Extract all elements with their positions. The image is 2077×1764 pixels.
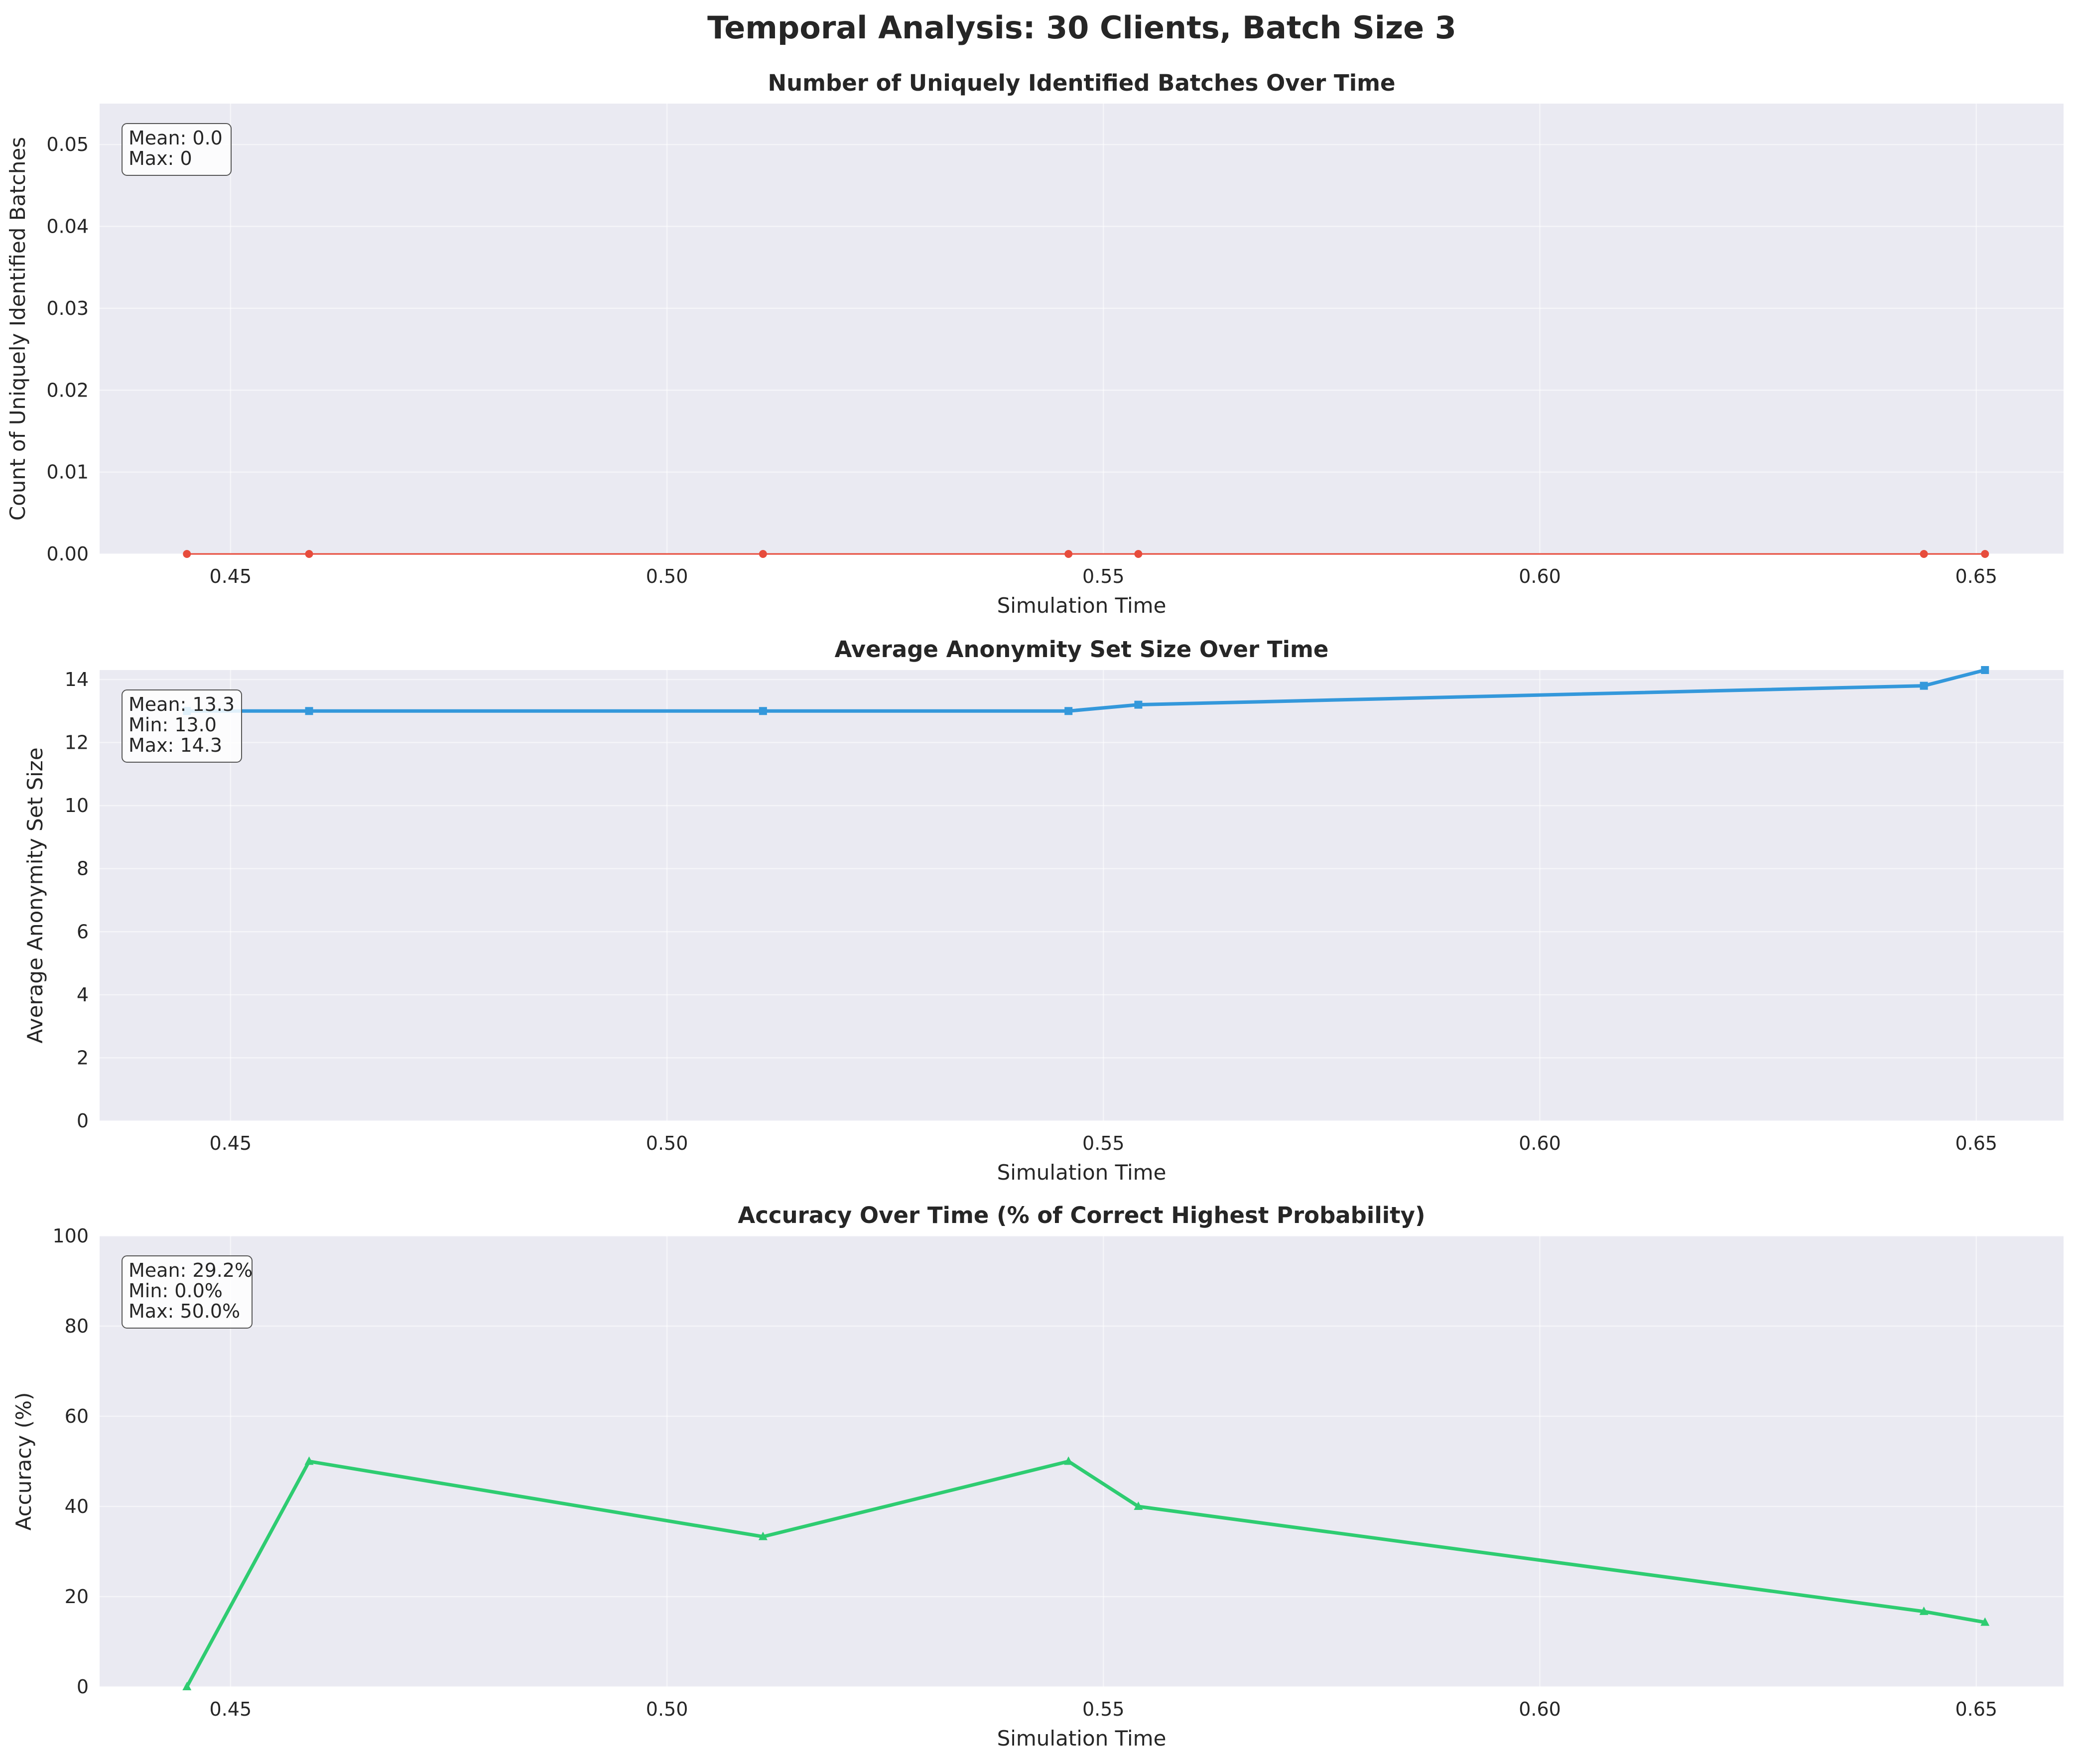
y-tick-label: 0.03 xyxy=(46,297,89,319)
x-tick-label: 0.50 xyxy=(646,1698,688,1720)
x-tick-label: 0.65 xyxy=(1955,1698,1997,1720)
stats-line: Min: 13.0 xyxy=(129,714,217,736)
y-tick-label: 0.01 xyxy=(46,461,89,483)
data-point xyxy=(182,1682,192,1690)
y-tick-label: 80 xyxy=(65,1315,89,1337)
y-axis-label: Accuracy (%) xyxy=(11,1392,36,1531)
y-tick-label: 40 xyxy=(65,1495,89,1517)
y-tick-label: 2 xyxy=(77,1047,89,1069)
data-point xyxy=(1980,1617,1990,1626)
x-tick-label: 0.65 xyxy=(1955,565,1997,587)
y-axis-label: Average Anonymity Set Size xyxy=(23,747,47,1043)
x-tick-label: 0.55 xyxy=(1082,1698,1125,1720)
data-point xyxy=(1134,1501,1143,1510)
panel-title: Accuracy Over Time (% of Correct Highest… xyxy=(738,1202,1425,1228)
y-tick-label: 6 xyxy=(77,921,89,943)
y-tick-label: 20 xyxy=(65,1586,89,1608)
x-tick-label: 0.45 xyxy=(210,1132,252,1154)
plot-area xyxy=(100,670,2064,1121)
data-point xyxy=(759,707,767,715)
stats-line: Min: 0.0% xyxy=(129,1280,223,1302)
data-point xyxy=(304,1456,314,1465)
x-tick-label: 0.60 xyxy=(1519,1132,1561,1154)
x-tick-label: 0.65 xyxy=(1955,1132,1997,1154)
data-point xyxy=(1064,1456,1073,1465)
x-tick-label: 0.45 xyxy=(210,565,252,587)
x-tick-label: 0.50 xyxy=(646,565,688,587)
data-point xyxy=(758,1531,768,1540)
stats-line: Max: 0 xyxy=(129,147,192,169)
data-point xyxy=(1134,550,1143,558)
x-tick-label: 0.50 xyxy=(646,1132,688,1154)
stats-line: Max: 50.0% xyxy=(129,1300,240,1322)
y-tick-label: 4 xyxy=(77,984,89,1006)
panel-1: 0.45 0.50 0.55 0.60 0.65 0.00 0.01 0.02 0.03 0.04… xyxy=(5,70,2064,618)
x-tick-label: 0.55 xyxy=(1082,1132,1125,1154)
x-tick-label: 0.55 xyxy=(1082,565,1125,587)
data-point xyxy=(1981,666,1989,674)
y-tick-label: 14 xyxy=(65,669,89,690)
y-tick-label: 100 xyxy=(52,1225,89,1247)
y-tick-label: 0.02 xyxy=(46,379,89,401)
x-tick-label: 0.60 xyxy=(1519,1698,1561,1720)
y-tick-label: 60 xyxy=(65,1405,89,1427)
data-point xyxy=(1920,681,1928,690)
data-point xyxy=(1064,550,1073,558)
data-point xyxy=(305,550,313,558)
x-tick-label: 0.45 xyxy=(210,1698,252,1720)
y-tick-label: 0 xyxy=(77,1676,89,1698)
panel-title: Average Anonymity Set Size Over Time xyxy=(835,636,1329,663)
stats-line: Mean: 29.2% xyxy=(129,1259,253,1281)
x-tick-label: 0.60 xyxy=(1519,565,1561,587)
panel-title: Number of Uniquely Identified Batches Ov… xyxy=(768,70,1395,96)
stats-box xyxy=(122,123,232,176)
y-tick-label: 12 xyxy=(65,732,89,754)
x-axis-label: Simulation Time xyxy=(997,1726,1167,1751)
plot-area xyxy=(100,104,2064,554)
data-point xyxy=(183,550,191,558)
data-point xyxy=(305,707,313,715)
panel-2: 0.45 0.50 0.55 0.60 0.65 0 2 4 6 8 10 12 14 Average A… xyxy=(23,636,2064,1185)
y-tick-label: 8 xyxy=(77,858,89,880)
y-tick-label: 0.00 xyxy=(46,543,89,565)
data-point xyxy=(1919,1606,1929,1615)
stats-line: Mean: 0.0 xyxy=(129,127,223,149)
panel-3: 0.45 0.50 0.55 0.60 0.65 0 20 40 60 80 100 Accuracy… xyxy=(11,1202,2064,1751)
stats-box xyxy=(122,689,242,763)
data-point xyxy=(1920,550,1928,558)
y-tick-label: 10 xyxy=(65,795,89,816)
plot-area xyxy=(100,1236,2064,1687)
figure-title: Temporal Analysis: 30 Clients, Batch Siz… xyxy=(707,9,1456,46)
y-tick-label: 0.04 xyxy=(46,216,89,238)
y-tick-label: 0.05 xyxy=(46,134,89,155)
stats-line: Mean: 13.3 xyxy=(129,693,235,715)
x-axis-label: Simulation Time xyxy=(997,1160,1167,1185)
stats-line: Max: 14.3 xyxy=(129,734,222,756)
data-point xyxy=(1981,550,1989,558)
stats-box xyxy=(122,1255,253,1329)
y-axis-label: Count of Uniquely Identified Batches xyxy=(5,137,30,521)
y-tick-label: 0 xyxy=(77,1110,89,1132)
data-point xyxy=(1064,707,1073,715)
data-point xyxy=(1134,700,1143,709)
data-point xyxy=(759,550,767,558)
x-axis-label: Simulation Time xyxy=(997,593,1167,618)
